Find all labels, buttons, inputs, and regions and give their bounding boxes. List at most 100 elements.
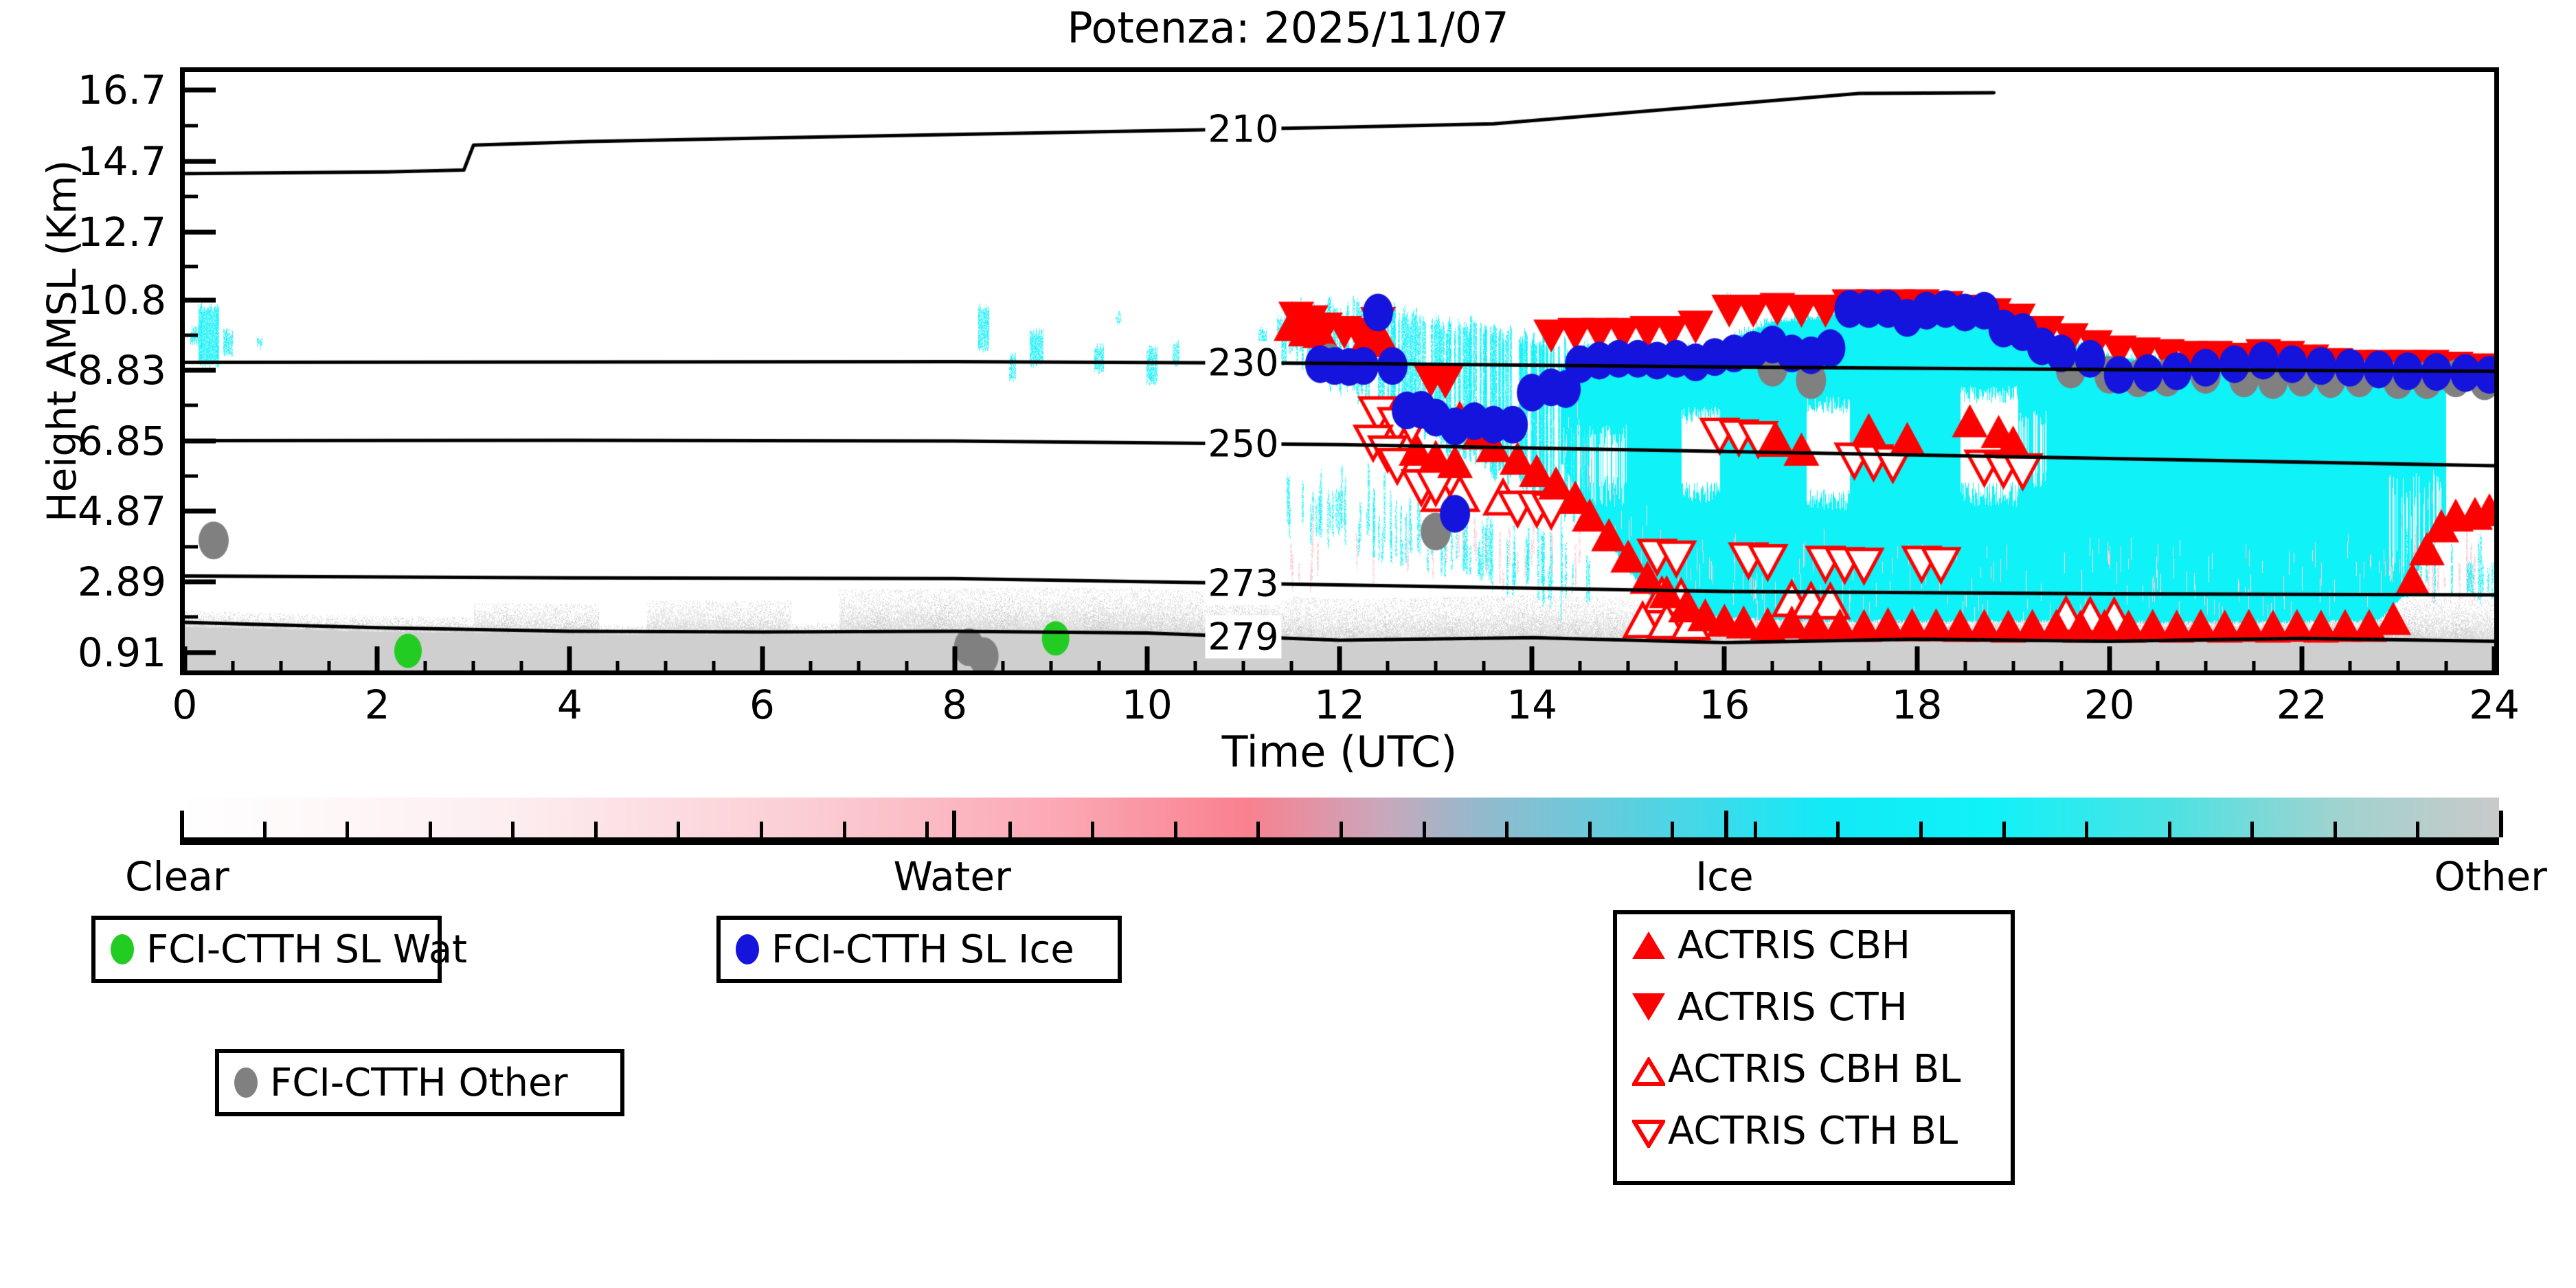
y-tick-minor (180, 474, 198, 478)
colorbar-tick-minor (1588, 822, 1592, 837)
colorbar-tick-minor (1836, 822, 1840, 837)
colorbar-tick-minor (1671, 822, 1675, 837)
x-tick-minor (1049, 661, 1053, 675)
x-tick-mark (182, 646, 188, 675)
y-tick-label: 14.7 (77, 137, 166, 185)
y-tick-label: 12.7 (77, 209, 166, 256)
y-tick-label: 8.83 (77, 346, 166, 394)
legend-fci-sl-wat[interactable]: FCI-CTTH SL Wat (91, 916, 467, 983)
x-tick-minor (1818, 661, 1822, 675)
colorbar-tick-label: Water (893, 853, 1011, 900)
x-tick-minor (1626, 661, 1630, 675)
legend-label-actris-cth-bl: ACTRIS CTH BL (1668, 1108, 1958, 1153)
y-tick-minor (180, 545, 198, 549)
colorbar-tick-minor (428, 822, 432, 837)
colorbar-tick-label: Clear (125, 853, 229, 900)
x-tick-minor (1097, 661, 1101, 675)
x-tick-label: 20 (2083, 681, 2135, 728)
y-tick-mark (180, 297, 216, 303)
x-tick-minor (1001, 661, 1005, 675)
y-tick-label: 6.85 (77, 417, 166, 464)
chart-title: Potenza: 2025/11/07 (1067, 3, 1509, 53)
x-tick-mark (2299, 646, 2305, 675)
x-tick-minor (1193, 661, 1197, 675)
x-tick-minor (1963, 661, 1967, 675)
x-tick-minor (2204, 661, 2208, 675)
colorbar-tick-minor (2333, 822, 2337, 837)
x-tick-label: 2 (364, 681, 390, 728)
x-tick-label: 10 (1121, 681, 1173, 728)
colorbar-tick-minor (1505, 822, 1509, 837)
y-tick-label: 4.87 (77, 488, 166, 535)
y-tick-minor (180, 124, 198, 128)
colorbar-tick-label: Other (2434, 853, 2547, 900)
colorbar-tick-minor (1340, 822, 1343, 837)
colorbar-tick-label: Ice (1695, 853, 1754, 900)
x-tick-mark (2107, 646, 2112, 675)
y-tick-label: 0.91 (77, 629, 166, 676)
colorbar-tick-minor (1919, 822, 1923, 837)
legend-label-fci-sl-wat: FCI-CTTH SL Wat (146, 927, 468, 972)
colorbar-tick-minor (2250, 822, 2255, 837)
colorbar-tick-minor (1008, 822, 1012, 837)
triangle-down-open-icon (1630, 1119, 1667, 1150)
isotherm-label: 230 (1205, 341, 1282, 385)
legend-label-actris-cbh-bl: ACTRIS CBH BL (1668, 1046, 1961, 1092)
y-tick-label: 10.8 (77, 276, 166, 324)
colorbar-tick-minor (346, 822, 350, 837)
x-tick-minor (1241, 661, 1245, 675)
colorbar-tick-minor (842, 822, 846, 837)
y-tick-minor (180, 264, 198, 269)
colorbar-tick-minor (760, 822, 763, 837)
x-tick-mark (1144, 646, 1150, 675)
legend-actris[interactable]: ACTRIS CBH ACTRIS CTH ACTRIS CBH BL ACTR… (1613, 910, 2015, 1185)
legend-label-fci-sl-ice: FCI-CTTH SL Ice (771, 927, 1074, 972)
legend-row-actris-cth-bl: ACTRIS CTH BL (1617, 1100, 2011, 1162)
x-tick-label: 18 (1891, 681, 1943, 728)
colorbar-tick-major (952, 811, 957, 837)
colorbar-tick-minor (1422, 822, 1426, 837)
x-tick-minor (2156, 661, 2160, 675)
y-tick-minor (180, 194, 198, 199)
x-axis-label: Time (UTC) (1221, 727, 1458, 777)
y-tick-minor (180, 403, 198, 407)
legend-fci-other[interactable]: FCI-CTTH Other (215, 1049, 624, 1116)
x-tick-minor (327, 661, 331, 675)
x-tick-label: 16 (1699, 681, 1750, 728)
plot-area (180, 67, 2499, 675)
colorbar-tick-minor (262, 822, 267, 837)
x-tick-minor (2444, 661, 2448, 675)
colorbar-tick-minor (2085, 822, 2089, 837)
legend-label-fci-other: FCI-CTTH Other (270, 1060, 568, 1105)
x-tick-mark (1337, 646, 1342, 675)
x-tick-label: 24 (2469, 681, 2520, 728)
isotherm-label: 279 (1205, 615, 1282, 659)
x-tick-minor (905, 661, 909, 675)
x-tick-minor (279, 661, 283, 675)
x-tick-mark (2492, 646, 2497, 675)
colorbar-tick-minor (925, 822, 929, 837)
legend-row-actris-cbh-bl: ACTRIS CBH BL (1617, 1038, 2011, 1100)
x-tick-mark (952, 646, 958, 675)
x-tick-minor (2011, 661, 2015, 675)
x-tick-minor (1386, 661, 1390, 675)
legend-fci-sl-ice[interactable]: FCI-CTTH SL Ice (716, 916, 1122, 983)
colorbar-tick-major (2499, 811, 2503, 837)
plot-canvas-wrap (185, 72, 2494, 670)
colorbar-tick-minor (1091, 822, 1095, 837)
x-tick-minor (1578, 661, 1582, 675)
x-tick-minor (1674, 661, 1678, 675)
legend-label-actris-cth: ACTRIS CTH (1677, 984, 1908, 1030)
colorbar-tick-minor (677, 822, 681, 837)
colorbar-tick-minor (2416, 822, 2420, 837)
colorbar-tick-minor (2002, 822, 2006, 837)
x-tick-minor (809, 661, 813, 675)
x-tick-minor (423, 661, 427, 675)
x-tick-minor (2059, 661, 2064, 675)
x-tick-minor (2396, 661, 2400, 675)
x-tick-minor (664, 661, 668, 675)
y-tick-mark (180, 159, 216, 164)
y-tick-mark (180, 579, 216, 585)
colorbar-tick-minor (511, 822, 515, 837)
